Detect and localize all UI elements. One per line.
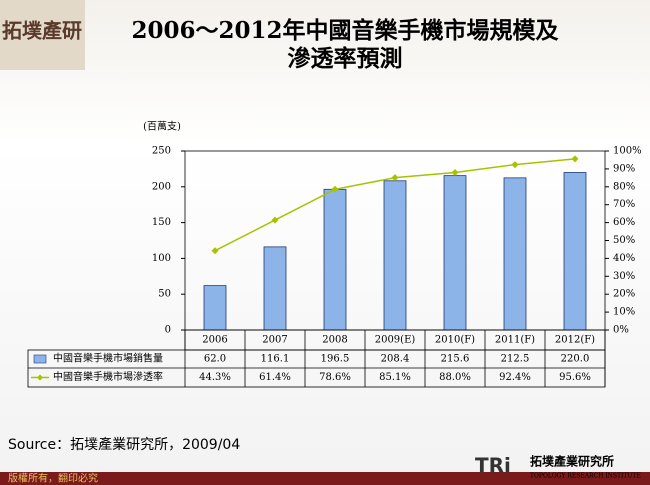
marker	[451, 168, 459, 176]
marker	[331, 185, 339, 193]
table-value: 44.3%	[199, 372, 231, 383]
org-abbr: TRi	[475, 454, 511, 478]
table-value: 215.6	[441, 354, 470, 365]
legend-label: 中國音樂手機市場銷售量	[53, 352, 163, 365]
copyright: 版權所有，翻印必究	[8, 472, 98, 485]
y2-tick-label: 50%	[613, 235, 635, 246]
marker	[271, 216, 279, 224]
bar	[563, 172, 587, 331]
y2-tick-label: 10%	[613, 307, 635, 318]
bar	[203, 285, 227, 331]
bar	[323, 188, 347, 331]
x-tick-label: 2012(F)	[555, 335, 595, 346]
y2-tick-label: 20%	[613, 289, 635, 300]
table-value: 61.4%	[259, 372, 291, 383]
table-value: 88.0%	[439, 372, 471, 383]
table-value: 208.4	[381, 354, 410, 365]
y-tick-label: 100	[152, 253, 171, 264]
legend-label: 中國音樂手機市場滲透率	[53, 370, 163, 383]
legend-swatch	[33, 354, 47, 364]
y2-tick-label: 80%	[613, 181, 635, 192]
y2-tick-label: 0%	[613, 325, 629, 336]
y2-tick-label: 90%	[613, 163, 635, 174]
table-value: 85.1%	[379, 372, 411, 383]
chart-title: 滲透率預測	[288, 45, 403, 72]
table-value: 196.5	[321, 354, 350, 365]
logo-bg	[0, 0, 85, 70]
y-tick-label: 250	[152, 146, 171, 157]
logo: 拓墣產研	[2, 19, 82, 43]
source: Source：拓墣產業研究所，2009/04	[8, 436, 240, 453]
y-tick-label: 0	[165, 325, 171, 336]
table-value: 62.0	[204, 354, 226, 365]
table-value: 78.6%	[319, 372, 351, 383]
y-tick-label: 200	[152, 181, 171, 192]
bar	[263, 246, 287, 331]
table-value: 116.1	[261, 354, 290, 365]
table-value: 95.6%	[559, 372, 591, 383]
y2-tick-label: 40%	[613, 253, 635, 264]
x-tick-label: 2009(E)	[375, 335, 416, 346]
marker	[511, 161, 519, 169]
x-tick-label: 2011(F)	[495, 335, 535, 346]
bar	[383, 180, 407, 331]
y-tick-label: 50	[158, 289, 171, 300]
legend-swatch	[37, 374, 43, 381]
bar	[443, 175, 467, 331]
x-tick-label: 2006	[202, 335, 227, 346]
bar	[503, 177, 527, 331]
y-tick-label: 150	[152, 217, 171, 228]
org-name: 拓墣產業研究所	[530, 454, 614, 469]
footer-bar	[0, 472, 650, 485]
org-english: TOPOLOGY RESEARCH INSTITUTE	[530, 473, 641, 480]
marker	[571, 155, 579, 163]
y2-tick-label: 70%	[613, 199, 635, 210]
y2-tick-label: 60%	[613, 217, 635, 228]
x-tick-label: 2008	[322, 335, 347, 346]
x-tick-label: 2010(F)	[435, 335, 475, 346]
x-tick-label: 2007	[262, 335, 287, 346]
marker	[211, 247, 219, 255]
marker	[391, 174, 399, 182]
y-unit-label: (百萬支)	[143, 120, 181, 133]
table-value: 92.4%	[499, 372, 531, 383]
y2-tick-label: 30%	[613, 271, 635, 282]
y2-tick-label: 100%	[613, 146, 642, 157]
table-value: 220.0	[561, 354, 590, 365]
table-value: 212.5	[501, 354, 530, 365]
chart-title: 2006～2012年中國音樂手機市場規模及	[131, 17, 558, 44]
